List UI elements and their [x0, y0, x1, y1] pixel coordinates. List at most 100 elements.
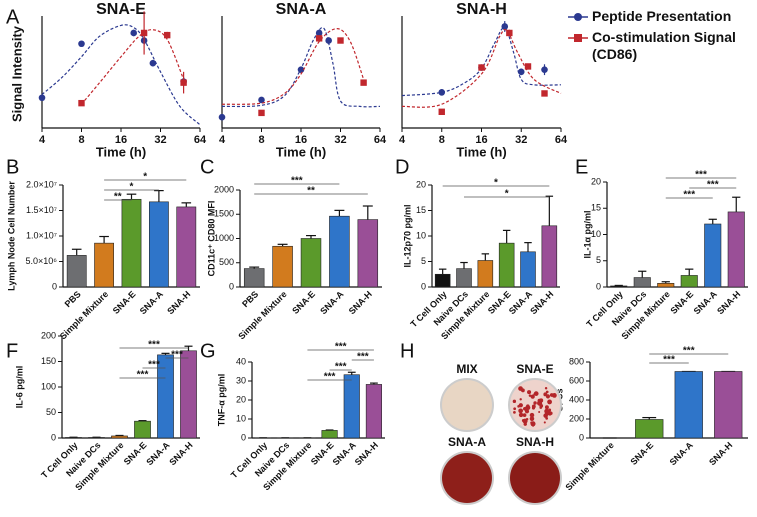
data-point [541, 66, 548, 73]
x-tick-label: 32 [154, 134, 166, 146]
data-point [438, 89, 446, 96]
y-axis-label: TNF-α pg/ml [216, 374, 226, 427]
x-tick-label: SNA-E [668, 289, 695, 316]
well [442, 380, 492, 430]
significance-label: *** [335, 342, 347, 353]
bar [633, 277, 651, 288]
significance-label: * [143, 172, 147, 183]
panel-label: E [575, 156, 588, 178]
significance-label: *** [707, 180, 719, 191]
data-point [258, 96, 265, 104]
significance-label: * [130, 182, 134, 193]
y-tick-label: 0 [579, 432, 584, 442]
x-tick-label: SNA-E [309, 440, 336, 467]
bar [456, 268, 472, 288]
x-tick-label: 4 [219, 134, 226, 146]
spot [548, 412, 552, 416]
well-label: MIX [456, 362, 477, 376]
y-tick-label: 30 [236, 375, 246, 385]
x-tick-label: 8 [439, 134, 445, 146]
y-tick-label: 1.5×10⁷ [26, 205, 57, 215]
y-tick-label: 800 [569, 356, 584, 366]
data-point [517, 68, 525, 76]
significance-label: *** [171, 350, 183, 361]
data-point [524, 63, 532, 70]
legend-label: Co-stimulation Signal (CD86) [592, 29, 736, 62]
data-point [325, 37, 332, 44]
well-label: SNA-A [448, 435, 486, 449]
x-tick-label: Simple Mixture [564, 440, 616, 492]
y-tick-label: 5 [421, 256, 426, 266]
data-point [478, 64, 485, 71]
well-label: SNA-H [516, 435, 554, 449]
spot [532, 424, 535, 427]
bar [434, 273, 451, 288]
y-tick-label: 15 [591, 203, 601, 213]
spot [522, 418, 528, 424]
x-tick-label: SNA-A [331, 440, 359, 468]
panel-label: C [200, 156, 214, 178]
x-tick-label: SNA-H [707, 440, 734, 467]
y-tick-label: 200 [569, 413, 584, 423]
panel-label: G [200, 340, 216, 362]
panel-label: H [400, 340, 414, 362]
spot [522, 413, 527, 418]
y-axis-label: IL-12p70 pg/ml [402, 204, 412, 267]
spot [518, 386, 523, 391]
bar [329, 215, 350, 288]
x-tick-label: SNA-A [138, 289, 166, 317]
well [442, 453, 492, 503]
spot [529, 416, 535, 422]
fit-curve [81, 29, 185, 105]
data-point [130, 29, 138, 37]
bar [243, 268, 265, 288]
data-point [180, 79, 187, 86]
y-tick-label: 500 [219, 257, 234, 267]
well-label: SNA-E [516, 362, 553, 376]
y-tick-label: 1000 [214, 233, 234, 243]
x-tick-label: SNA-A [144, 440, 172, 468]
x-tick-label: SNA-H [167, 440, 194, 467]
x-tick-label: SNA-H [715, 289, 742, 316]
y-axis-label: CD11c⁺ CD80 MFI [206, 201, 216, 277]
significance-label: *** [291, 176, 303, 187]
significance-label: * [494, 178, 498, 189]
y-tick-label: 20 [236, 394, 246, 404]
y-axis-label: IL-1α pg/ml [582, 210, 592, 258]
data-point [506, 29, 513, 37]
x-tick-label: 8 [78, 134, 84, 146]
fit-curve [221, 28, 365, 105]
spot [519, 409, 523, 412]
y-tick-label: 10 [236, 413, 246, 423]
spot [543, 413, 548, 418]
y-tick-label: 200 [41, 330, 56, 340]
data-point [78, 99, 85, 107]
x-axis-label: Time (h) [96, 144, 146, 159]
bar [680, 275, 698, 288]
y-tick-label: 1.0×10⁷ [26, 230, 57, 240]
spot [513, 410, 516, 414]
panel-label: F [6, 340, 18, 362]
bar [134, 420, 151, 439]
spot [529, 412, 535, 418]
fit-curve [401, 28, 562, 108]
significance-label: *** [683, 190, 695, 201]
x-tick-label: 16 [475, 134, 487, 146]
significance-label: *** [137, 370, 149, 381]
x-axis-label: Time (h) [456, 144, 506, 159]
y-tick-label: 1500 [214, 209, 234, 219]
spot [544, 387, 548, 390]
y-tick-label: 0 [51, 432, 56, 442]
spot [531, 404, 536, 409]
x-tick-label: SNA-E [290, 289, 317, 316]
bar [321, 430, 338, 439]
y-tick-label: 40 [236, 356, 246, 366]
data-point [164, 31, 171, 39]
bar [157, 354, 174, 439]
bar [357, 219, 379, 288]
spot [547, 399, 552, 405]
spot [538, 410, 541, 413]
y-tick-label: 5.0×10⁶ [26, 256, 58, 266]
